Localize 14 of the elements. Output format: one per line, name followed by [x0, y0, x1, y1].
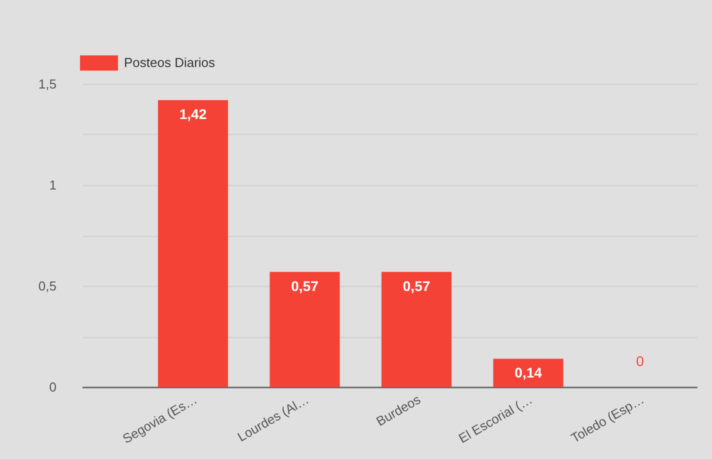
- data-label: 0,57: [402, 278, 430, 294]
- y-tick-label: 0,5: [38, 278, 56, 294]
- bar: [158, 100, 228, 387]
- bar: [270, 272, 340, 387]
- data-label: 0,14: [514, 364, 542, 381]
- y-tick-label: 1: [49, 178, 56, 192]
- data-label: 0: [636, 353, 644, 369]
- bar: [381, 272, 452, 387]
- bar: [493, 358, 564, 387]
- data-label: 1,42: [179, 106, 207, 122]
- data-label: 0,57: [291, 278, 319, 294]
- legend-label: Posteos Diarios: [124, 55, 216, 70]
- y-tick-label: 0: [49, 380, 56, 394]
- y-tick-label: 1,5: [38, 76, 56, 92]
